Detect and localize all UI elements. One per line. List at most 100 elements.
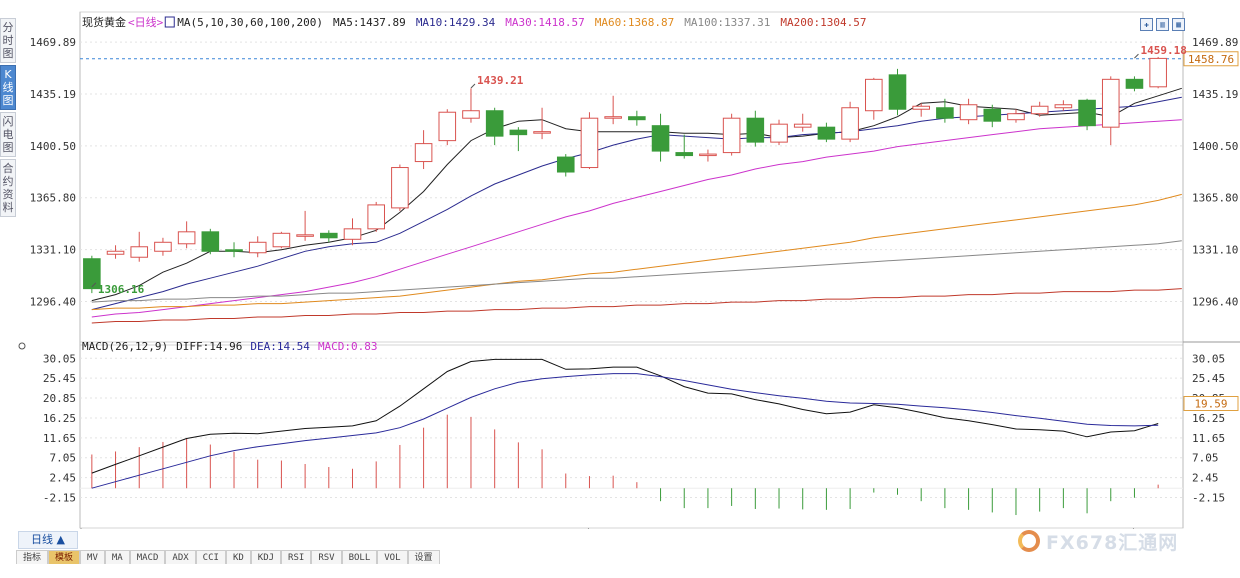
candle-body[interactable] [580, 117, 599, 169]
indicator-tab[interactable]: RSV [311, 550, 342, 564]
candle-body[interactable] [177, 231, 196, 245]
candle-body[interactable] [1125, 78, 1144, 89]
candle-body[interactable] [248, 241, 267, 254]
watermark-text: FX678汇通网 [1046, 531, 1179, 554]
header-period: <日线> [128, 15, 164, 29]
macd-tick-label-left: 16.25 [43, 412, 76, 425]
y-tick-label-right: 1365.80 [1192, 192, 1238, 205]
candle-body[interactable] [936, 107, 954, 119]
candle-body[interactable] [1030, 105, 1049, 115]
candle-body[interactable] [367, 204, 385, 230]
candle-body[interactable] [912, 105, 930, 110]
current-price-box [1183, 51, 1239, 67]
candle-body[interactable] [272, 232, 291, 248]
main-panel-frame [79, 11, 1184, 343]
candle-body[interactable] [83, 258, 101, 290]
candle-body[interactable] [462, 110, 480, 119]
candle-body[interactable] [296, 234, 314, 237]
candle-body[interactable] [604, 116, 622, 119]
y-tick-label-right: 1469.89 [1192, 36, 1238, 49]
indicator-tab[interactable]: BOLL [341, 550, 378, 564]
line-ma200 [91, 288, 1182, 324]
y-tick-label-left: 1435.19 [30, 88, 76, 101]
macd-tick-label-right: 11.65 [1192, 432, 1225, 445]
indicator-tab[interactable]: MA [104, 550, 130, 564]
candle-body[interactable] [841, 107, 859, 140]
indicator-tab[interactable]: VOL [377, 550, 408, 564]
indicator-tab[interactable]: RSI [281, 550, 312, 564]
indicator-tab[interactable]: 模板 [48, 550, 81, 564]
indicator-tab[interactable]: KD [225, 550, 251, 564]
grid-icon[interactable]: ▦ [1172, 18, 1185, 31]
y-tick-label-left: 1296.40 [30, 295, 76, 308]
candle-body[interactable] [106, 250, 125, 255]
y-tick-label-right: 1435.19 [1192, 88, 1238, 101]
macd-tick-label-right: -2.15 [1192, 492, 1225, 505]
tab-flash-chart[interactable]: 闪电图 [0, 112, 16, 157]
candle-body[interactable] [1078, 99, 1096, 127]
macd-value-box [1183, 396, 1239, 412]
indicator-tab[interactable]: MACD [129, 550, 166, 564]
candle-body[interactable] [1149, 57, 1167, 88]
candle-body[interactable] [485, 110, 504, 137]
y-tick-label-right: 1331.10 [1192, 244, 1238, 257]
price-annotation: 1439.21 [477, 74, 524, 87]
line-dea [91, 373, 1159, 489]
indicator-tab[interactable]: KDJ [250, 550, 282, 564]
candle-body[interactable] [865, 78, 883, 112]
candle-body[interactable] [130, 246, 149, 258]
chart-area[interactable]: 1469.89 1469.89 1435.19 1435.19 1400.50 1400.… [0, 0, 1240, 529]
macd-panel-frame [79, 344, 1184, 529]
tab-tick-chart[interactable]: 分时图 [0, 18, 16, 63]
tab-contract-info[interactable]: 合约资料 [0, 159, 16, 217]
price-annotation: 1459.18 [1140, 44, 1186, 57]
macd-tick-label-left: 20.85 [43, 392, 76, 405]
indicator-settings-icon[interactable] [18, 342, 26, 350]
macd-tick-label-right: 30.05 [1192, 352, 1225, 365]
watermark: FX678汇通网 [1018, 528, 1228, 554]
candle-body[interactable] [675, 152, 694, 157]
candle-body[interactable] [320, 232, 338, 239]
period-selector[interactable]: 日线 ▲ [18, 531, 78, 549]
candle-body[interactable] [225, 249, 243, 252]
candle-body[interactable] [556, 156, 575, 173]
indicator-tab[interactable]: 设置 [407, 550, 440, 564]
candle-body[interactable] [817, 126, 836, 140]
candle-body[interactable] [154, 241, 172, 252]
candle-body[interactable] [201, 231, 220, 252]
candle-body[interactable] [391, 167, 409, 209]
candle-body[interactable] [722, 117, 741, 154]
tab-k-line[interactable]: K线图 [0, 65, 16, 110]
candle-body[interactable] [651, 125, 670, 152]
candle-body[interactable] [343, 228, 362, 240]
current-price-label: 1458.76 [1188, 53, 1234, 66]
indicator-tab[interactable]: ADX [165, 550, 196, 564]
candle-body[interactable] [438, 111, 457, 142]
header-ma-set: MA(5,10,30,60,100,200) [177, 16, 323, 29]
candle-body[interactable] [888, 74, 907, 110]
crosshair-icon[interactable]: ✚ [1140, 18, 1153, 31]
candle-body[interactable] [793, 123, 812, 128]
candle-body[interactable] [509, 129, 528, 136]
line-ma5 [91, 87, 1182, 302]
candle-body[interactable] [746, 117, 765, 143]
candle-body[interactable] [1101, 78, 1120, 128]
macd-tick-label-left: 2.45 [50, 472, 77, 485]
ma-settings-icon[interactable] [164, 16, 175, 28]
candle-body[interactable] [983, 108, 1002, 122]
candle-body[interactable] [1054, 104, 1073, 109]
line-ma60 [91, 193, 1182, 311]
candle-body[interactable] [628, 116, 646, 121]
candle-body[interactable] [1007, 113, 1025, 121]
macd-header-params: MACD(26,12,9) [82, 340, 168, 353]
candle-body[interactable] [959, 104, 978, 121]
candle-body[interactable] [770, 123, 788, 143]
candle-body[interactable] [414, 143, 433, 163]
indicator-tab[interactable]: MV [80, 550, 105, 564]
macd-tick-label-right: 16.25 [1192, 412, 1225, 425]
chart-style-icon[interactable]: ▥ [1156, 18, 1169, 31]
candle-body[interactable] [699, 153, 717, 157]
candle-body[interactable] [533, 131, 551, 134]
indicator-tab[interactable]: 指标 [16, 550, 49, 564]
indicator-tab[interactable]: CCI [195, 550, 226, 564]
